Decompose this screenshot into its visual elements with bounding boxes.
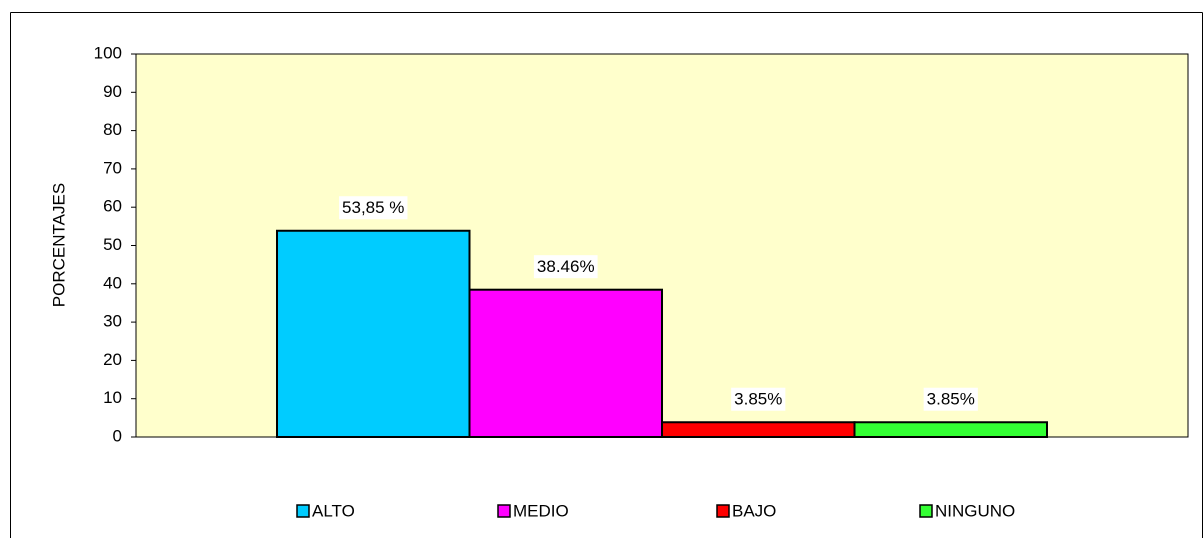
bar [853, 421, 1048, 438]
y-tick-label: 10 [103, 388, 122, 407]
legend-swatch [716, 504, 730, 518]
legend-swatch [497, 504, 511, 518]
y-tick-label: 50 [103, 235, 122, 254]
bar [661, 421, 856, 438]
data-label-background [339, 196, 408, 220]
y-axis-label: PORCENTAJES [49, 183, 68, 307]
y-tick-label: 40 [103, 273, 122, 292]
data-label: 53,85 % [342, 198, 404, 217]
legend-label: ALTO [312, 501, 355, 520]
bar [276, 229, 471, 438]
data-label-background [923, 387, 978, 411]
y-tick-label: 70 [103, 158, 122, 177]
bar [468, 288, 663, 439]
legend-swatch [296, 504, 310, 518]
data-label: 38.46% [537, 257, 595, 276]
data-label-background [731, 387, 786, 411]
y-tick-label: 80 [103, 120, 122, 139]
y-tick-label: 30 [103, 312, 122, 331]
legend-swatch [919, 504, 933, 518]
y-tick-label: 100 [94, 43, 122, 62]
y-tick-label: 0 [113, 426, 122, 445]
y-tick-label: 20 [103, 350, 122, 369]
legend-label: MEDIO [513, 501, 569, 520]
y-tick-label: 60 [103, 197, 122, 216]
data-label: 3.85% [734, 390, 782, 409]
data-label-background [533, 255, 598, 279]
legend-label: BAJO [732, 501, 776, 520]
legend-label: NINGUNO [935, 501, 1015, 520]
data-label: 3.85% [927, 390, 975, 409]
y-tick-label: 90 [103, 82, 122, 101]
